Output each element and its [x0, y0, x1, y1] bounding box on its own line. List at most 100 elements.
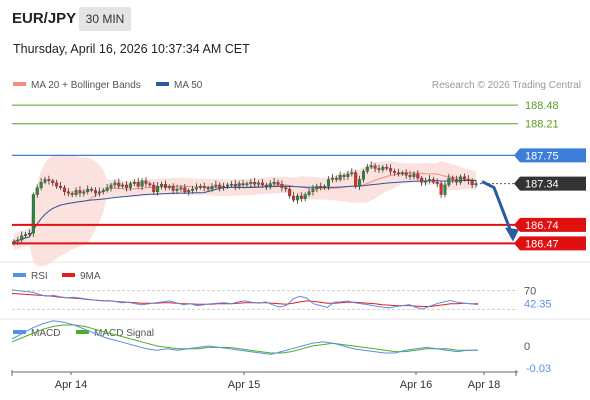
x-tick-label: Apr 14: [55, 379, 87, 391]
candle: [136, 182, 140, 187]
candle: [47, 179, 51, 181]
candle: [416, 173, 420, 179]
candle: [288, 188, 292, 197]
macd-level-label: 0: [524, 341, 530, 353]
candle: [105, 187, 109, 191]
candle: [179, 187, 183, 190]
legend-ma20-label: MA 20 + Bollinger Bands: [31, 80, 141, 91]
candle: [253, 182, 257, 185]
candle: [455, 179, 459, 183]
candle: [346, 173, 350, 177]
legend-9ma: 9MA: [62, 271, 101, 283]
candle: [90, 188, 94, 191]
candle: [354, 172, 358, 187]
candle: [59, 186, 63, 188]
candle: [385, 166, 389, 169]
candle: [78, 190, 82, 194]
candle: [303, 194, 307, 199]
candle: [152, 184, 156, 192]
candle: [315, 186, 319, 190]
candle: [272, 182, 276, 184]
legend-rsi-swatch: [13, 273, 26, 278]
candle: [404, 172, 408, 176]
candle: [451, 177, 455, 180]
candle: [156, 186, 160, 192]
candle: [276, 182, 280, 185]
candle: [334, 177, 338, 180]
last-price-label: 187.34: [525, 179, 559, 191]
candle: [113, 182, 117, 186]
candle: [268, 183, 272, 187]
pivot-tag: [514, 148, 586, 163]
legend-macd-signal-label: MACD Signal: [94, 328, 155, 339]
candle: [377, 168, 381, 170]
legend-rsi: RSI: [13, 271, 48, 283]
target-label: 186.47: [525, 238, 559, 250]
candle: [381, 166, 385, 170]
candle: [187, 190, 191, 192]
candle: [140, 180, 144, 187]
candle: [311, 188, 315, 192]
candle: [121, 184, 125, 187]
candle: [358, 179, 362, 187]
candle: [260, 182, 264, 186]
interval-button[interactable]: 30 MIN: [79, 7, 131, 31]
candle: [218, 184, 222, 188]
candle: [295, 195, 299, 201]
candle: [229, 184, 233, 186]
candle: [62, 187, 66, 192]
x-tick-label: Apr 18: [468, 379, 500, 391]
candle: [183, 187, 187, 192]
candle: [392, 171, 397, 173]
candle: [389, 168, 393, 172]
legend-9ma-swatch: [62, 273, 75, 278]
candle: [97, 191, 101, 194]
candle: [86, 188, 90, 192]
candle: [144, 180, 148, 184]
candle: [125, 184, 129, 188]
candle: [338, 175, 342, 180]
candle: [16, 239, 20, 242]
legend-macd-label: MACD: [31, 328, 61, 339]
candle: [35, 187, 39, 195]
credit-text: Research © 2026 Trading Central: [431, 80, 581, 91]
candle: [237, 183, 241, 187]
candle: [66, 191, 70, 194]
candle: [159, 184, 164, 187]
candle: [330, 177, 334, 180]
candle: [222, 186, 226, 188]
candle: [20, 235, 24, 241]
candle: [226, 184, 230, 187]
candle: [241, 183, 245, 186]
bollinger-band: [13, 154, 477, 267]
resistance-label: 188.48: [525, 100, 559, 112]
candle: [210, 186, 214, 190]
candle: [163, 184, 167, 188]
candle: [128, 183, 132, 188]
x-tick-label: Apr 15: [228, 379, 260, 391]
candle: [447, 177, 451, 186]
candle: [326, 179, 331, 187]
candle: [194, 187, 198, 190]
candle: [117, 182, 121, 187]
candle: [202, 186, 206, 188]
candle: [93, 190, 98, 194]
target-tag: [514, 217, 586, 232]
candle: [43, 179, 47, 183]
macd-signal-line: [11, 324, 478, 354]
candle: [24, 234, 28, 237]
candle: [420, 177, 424, 183]
candle: [307, 191, 311, 195]
candle: [280, 184, 284, 188]
candle: [396, 172, 400, 175]
legend-ma50-swatch: [156, 82, 169, 87]
legend-ma50: MA 50: [156, 80, 202, 92]
candle: [101, 190, 105, 192]
candle: [424, 180, 428, 183]
legend-rsi-label: RSI: [31, 271, 48, 282]
pivot-label: 187.75: [525, 150, 559, 162]
candle: [365, 166, 369, 172]
legend-macd-swatch: [13, 330, 26, 335]
legend-ma20-bollinger: MA 20 + Bollinger Bands: [13, 80, 141, 92]
